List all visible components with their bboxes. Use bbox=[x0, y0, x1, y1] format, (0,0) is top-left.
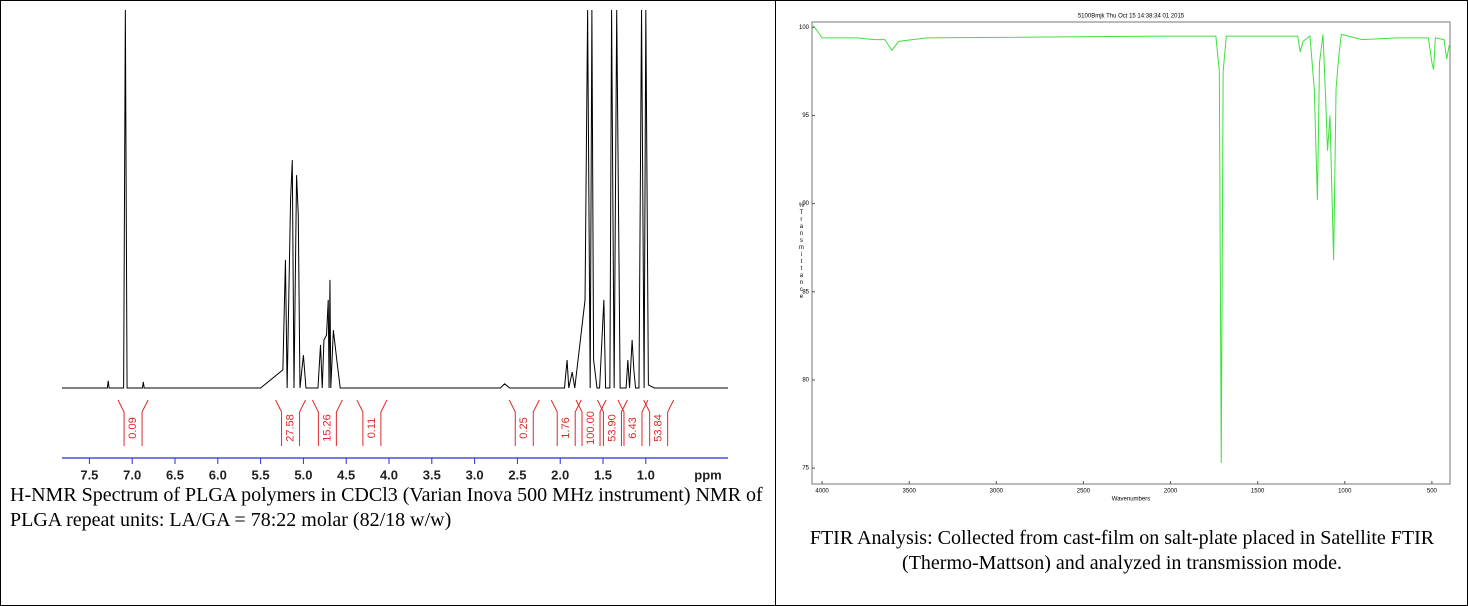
integral-value: 27.58 bbox=[284, 414, 296, 442]
y-tick-label: 95 bbox=[802, 113, 809, 119]
integral-bracket bbox=[596, 399, 628, 446]
integral-bracket bbox=[575, 399, 607, 446]
x-tick-label: 3.0 bbox=[466, 467, 484, 482]
integral-bracket bbox=[643, 399, 675, 446]
x-tick-label: 500 bbox=[1427, 489, 1438, 495]
y-tick-label: 100 bbox=[799, 25, 810, 31]
y-axis-label: %Transmittance bbox=[798, 203, 804, 301]
integral-bracket bbox=[550, 399, 582, 446]
integral-bracket bbox=[117, 399, 149, 446]
integral-value: 0.11 bbox=[366, 418, 378, 439]
integral-bracket bbox=[356, 399, 388, 446]
x-tick-label: 1000 bbox=[1338, 489, 1352, 495]
integral-value: 15.26 bbox=[321, 414, 333, 442]
x-tick-label: 4.0 bbox=[380, 467, 398, 482]
integral-value: 0.09 bbox=[127, 417, 139, 438]
x-tick-label: 5.0 bbox=[294, 467, 312, 482]
plot-frame bbox=[811, 21, 1451, 485]
x-tick-label: 3500 bbox=[903, 489, 917, 495]
caption: FTIR Analysis: Collected from cast-film … bbox=[809, 527, 1435, 574]
integral-value: 100.00 bbox=[585, 411, 597, 445]
x-tick-label: 2500 bbox=[1077, 489, 1091, 495]
x-tick-label: 6.0 bbox=[209, 467, 227, 482]
x-axis-label: ppm bbox=[694, 467, 721, 482]
x-tick-label: 1500 bbox=[1251, 489, 1265, 495]
y-tick-label: 85 bbox=[802, 289, 809, 295]
integral-value: 0.25 bbox=[518, 417, 530, 438]
spectrum-line bbox=[812, 25, 1450, 463]
integral-bracket bbox=[311, 399, 343, 446]
x-axis-label: Wavenumbers bbox=[1112, 497, 1150, 503]
x-tick-label: 2000 bbox=[1164, 489, 1178, 495]
integral-value: 53.84 bbox=[653, 414, 665, 442]
y-tick-label: 90 bbox=[802, 201, 809, 207]
x-tick-label: 3.5 bbox=[423, 467, 441, 482]
x-tick-label: 2.5 bbox=[508, 467, 526, 482]
spectrum-line bbox=[62, 9, 728, 389]
integral-bracket bbox=[275, 399, 307, 446]
x-tick-label: 7.0 bbox=[123, 467, 141, 482]
x-tick-label: 5.5 bbox=[252, 467, 270, 482]
caption: H-NMR Spectrum of PLGA polymers in CDCl3… bbox=[10, 484, 763, 531]
y-tick-label: 80 bbox=[802, 378, 809, 384]
x-tick-label: 2.0 bbox=[551, 467, 569, 482]
integral-value: 6.43 bbox=[627, 417, 639, 438]
x-tick-label: 4000 bbox=[815, 489, 829, 495]
integral-value: 53.90 bbox=[606, 414, 618, 442]
x-tick-label: 6.5 bbox=[166, 467, 184, 482]
x-tick-label: 3000 bbox=[990, 489, 1004, 495]
x-tick-label: 1.5 bbox=[594, 467, 612, 482]
plot-title: 5100Bmjk Thu Oct 15 14:38:34 01 2015 bbox=[1078, 14, 1185, 20]
x-tick-label: 4.5 bbox=[337, 467, 355, 482]
y-tick-label: 75 bbox=[802, 466, 809, 472]
integral-value: 1.76 bbox=[560, 417, 572, 438]
x-tick-label: 1.0 bbox=[637, 467, 655, 482]
integral-bracket bbox=[508, 399, 540, 446]
x-tick-label: 7.5 bbox=[80, 467, 98, 482]
